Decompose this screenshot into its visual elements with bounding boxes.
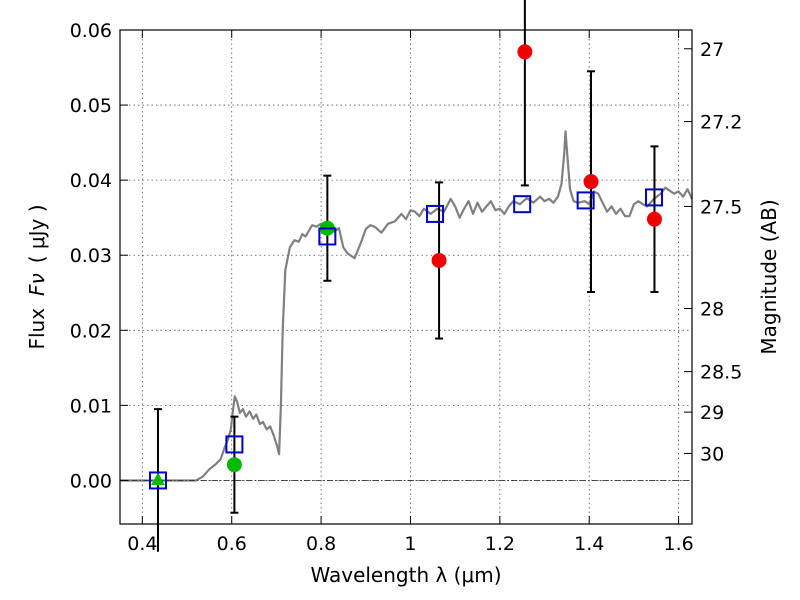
x-tick-label: 1.4	[574, 533, 604, 555]
y-tick-label: 0.00	[70, 470, 112, 492]
model-photometry-square	[513, 195, 532, 214]
x-tick-label: 1	[404, 533, 416, 555]
model-photometry-square	[148, 471, 167, 490]
y-tick-label: 0.03	[70, 245, 112, 267]
model-photometry-square	[318, 227, 337, 246]
y-tick-label: 0.06	[70, 20, 112, 42]
x-tick-label: 0.4	[127, 533, 157, 555]
x-tick-label: 1.2	[485, 533, 515, 555]
y-tick-label: 0.02	[70, 320, 112, 342]
magnitude-tick-label: 27.2	[700, 112, 742, 134]
y-label-symbol: Fν	[25, 273, 49, 296]
y-axis-label-right: Magnitude (AB)	[757, 199, 781, 354]
y-tick-label: 0.01	[70, 395, 112, 417]
ticks-layer: 0.4 0.6 0.8 1 1.2 1.4 1.6 0.00 0.01 0.02 0.03 0.04 0…	[70, 20, 743, 555]
svg-text:FluxFν( μJy ): Flux Fν ( μJy )	[25, 204, 49, 349]
y-label-unit: ( μJy )	[25, 204, 49, 263]
y-label-word: Flux	[25, 308, 49, 350]
observed-point-green	[226, 457, 242, 473]
magnitude-tick-label: 29	[700, 402, 724, 424]
magnitude-tick-label: 27	[700, 39, 724, 61]
y-tick-label: 0.05	[70, 95, 112, 117]
magnitude-tick-label: 28.5	[700, 362, 742, 384]
x-axis-label: Wavelength λ (μm)	[310, 563, 501, 587]
model-photometry-square	[576, 191, 595, 210]
x-tick-label: 0.8	[306, 533, 336, 555]
magnitude-tick-label: 28	[700, 299, 724, 321]
x-tick-label: 1.6	[663, 533, 693, 555]
observed-point-red	[583, 174, 599, 190]
model-photometry-square	[225, 435, 244, 454]
grid-lines	[120, 29, 692, 524]
y-axis-label-left: Flux Fν ( μJy )	[25, 204, 49, 349]
x-tick-label: 0.6	[217, 533, 247, 555]
sed-model-curve	[120, 130, 693, 482]
y-tick-label: 0.04	[70, 170, 112, 192]
model-photometry-square	[426, 204, 445, 223]
magnitude-tick-label: 30	[700, 443, 724, 465]
plot-frame	[119, 29, 693, 525]
observed-point-red	[517, 44, 533, 60]
photometry-layer	[148, 0, 664, 552]
observed-point-red	[646, 211, 662, 227]
observed-point-red	[431, 252, 447, 268]
magnitude-tick-label: 27.5	[700, 196, 742, 218]
model-photometry-square	[645, 188, 664, 207]
sed-curve-layer	[120, 130, 693, 482]
observed-point-green	[151, 472, 165, 485]
